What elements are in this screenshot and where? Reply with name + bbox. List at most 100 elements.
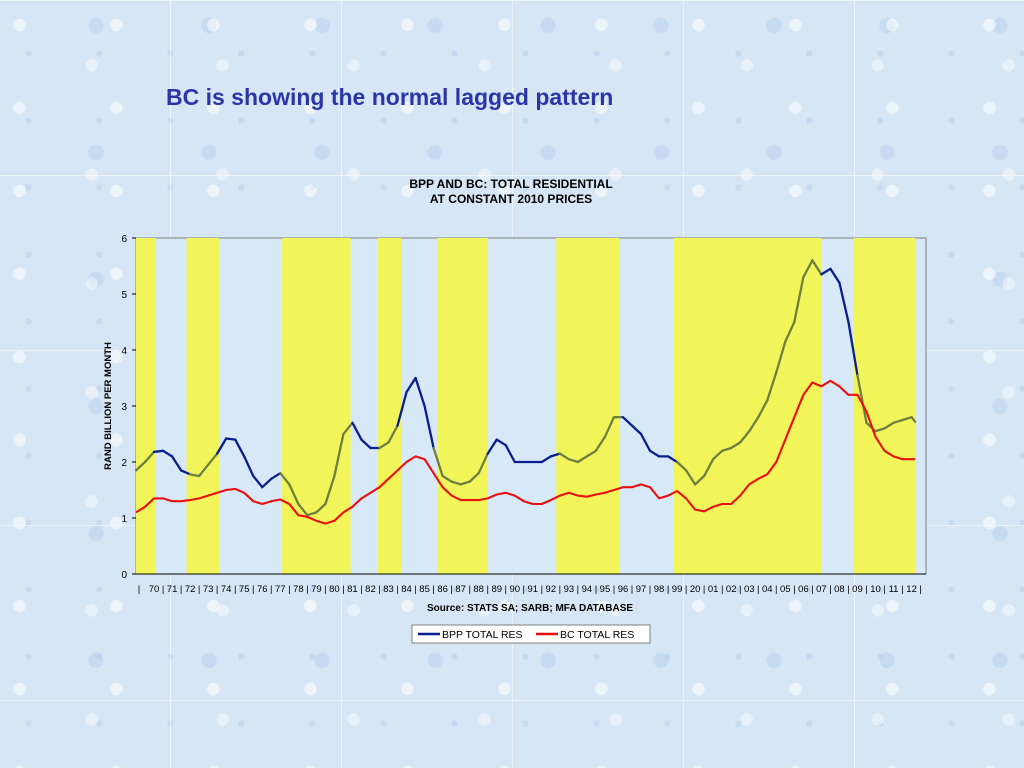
x-tick-label-3: 73 — [203, 584, 214, 595]
bpp-line-segment-65 — [721, 446, 733, 452]
x-tick-separator-18: | — [468, 584, 470, 595]
y-tick-label-2: 2 — [121, 458, 127, 469]
x-tick-label-21: 91 — [528, 584, 539, 595]
y-tick-label-1: 1 — [121, 514, 127, 525]
x-tick-label-32: 02 — [726, 584, 737, 595]
bpp-line-segment-41 — [504, 444, 516, 464]
legend-label-bpp: BPP TOTAL RES — [442, 629, 523, 641]
bpp-line-segment-30 — [405, 376, 417, 394]
x-tick-label-0: 70 — [149, 584, 160, 595]
x-tick-separator-23: | — [559, 584, 561, 595]
x-tick-label-4: 74 — [221, 584, 232, 595]
bpp-line-segment-35 — [450, 480, 462, 486]
legend: BPP TOTAL RES BC TOTAL RES — [411, 624, 651, 644]
bpp-line-segment-77 — [829, 267, 841, 284]
bpp-line-segment-22 — [333, 432, 345, 478]
x-tick-separator-36: | — [793, 584, 795, 595]
chart-subtitle: AT CONSTANT 2010 PRICES — [430, 192, 592, 206]
y-tick-label-5: 5 — [121, 290, 127, 301]
legend-box — [411, 624, 651, 644]
bpp-line-segment-86 — [910, 416, 917, 423]
bpp-line-segment-85 — [901, 416, 913, 422]
bpp-line-segment-62 — [693, 474, 706, 486]
bpp-line-segment-7 — [197, 463, 210, 478]
chart-title: BPP AND BC: TOTAL RESIDENTIAL — [409, 177, 612, 191]
x-tick-label-7: 77 — [275, 584, 286, 595]
shaded-period-1 — [186, 238, 219, 574]
bpp-line-segment-51 — [594, 435, 607, 452]
x-tick-separator-10: | — [324, 584, 326, 595]
x-tick-label-10: 80 — [329, 584, 340, 595]
bpp-line-segment-48 — [567, 458, 580, 464]
x-tick-label-12: 82 — [365, 584, 376, 595]
x-tick-separator-42: | — [901, 584, 903, 595]
x-tick-label-16: 86 — [437, 584, 448, 595]
bpp-line-segment-68 — [748, 416, 760, 433]
x-tick-separator-3: | — [198, 584, 200, 595]
shaded-period-6 — [673, 238, 822, 574]
bpp-line-segment-63 — [703, 458, 715, 478]
y-tick-label-0: 0 — [121, 570, 127, 581]
bpp-line-segment-1 — [143, 450, 156, 464]
bpp-line-segment-16 — [279, 472, 291, 486]
x-tick-label-26: 96 — [618, 584, 629, 595]
bpp-line-segment-52 — [603, 416, 616, 438]
y-axis-ticks: 0 1 2 3 4 5 6 — [121, 234, 136, 581]
x-tick-label-22: 92 — [546, 584, 557, 595]
x-tick-label-23: 93 — [564, 584, 575, 595]
x-tick-separator-4: | — [216, 584, 218, 595]
bpp-line-segment-37 — [468, 472, 480, 483]
x-tick-label-29: 99 — [672, 584, 683, 595]
y-tick-label-6: 6 — [121, 234, 127, 245]
bc-series-line — [135, 379, 916, 525]
shaded-period-3 — [377, 238, 402, 574]
bpp-line-segment-27 — [378, 441, 390, 450]
bpp-line-segment-12 — [243, 455, 255, 478]
x-tick-label-9: 79 — [311, 584, 322, 595]
x-tick-separator-34: | — [757, 584, 759, 595]
x-tick-separator-15: | — [414, 584, 416, 595]
bpp-line-segment-24 — [351, 421, 363, 441]
shaded-period-5 — [556, 238, 620, 574]
bpp-line-segment-2 — [152, 449, 165, 454]
bpp-line-segment-17 — [288, 483, 300, 506]
bpp-line-segment-76 — [820, 267, 832, 276]
x-tick-label-41: 11 — [889, 584, 899, 595]
bpp-line-segment-33 — [432, 446, 444, 478]
x-axis-ticks: | | | | | | | | | | | | | | | | | | | | | | | | | | | | | | | | | | | | | | | |… — [136, 573, 926, 595]
bpp-line-segment-82 — [874, 427, 886, 433]
x-tick-separator-20: | — [505, 584, 507, 595]
x-tick-separator-25: | — [595, 584, 597, 595]
bpp-line-segment-46 — [549, 452, 562, 458]
x-tick-separator-28: | — [649, 584, 651, 595]
x-tick-separator-22: | — [541, 584, 543, 595]
bpp-line-segment-71 — [775, 340, 787, 374]
x-tick-separator-7: | — [270, 584, 272, 595]
x-tick-separator-43: | — [919, 584, 921, 595]
bpp-line-segment-11 — [234, 438, 246, 458]
x-tick-separator-32: | — [721, 584, 723, 595]
x-tick-label-14: 84 — [401, 584, 412, 595]
bpp-line-segment-10 — [225, 437, 237, 441]
shaded-period-0 — [136, 238, 156, 574]
x-tick-label-28: 98 — [654, 584, 665, 595]
bpp-line-segment-8 — [206, 452, 219, 466]
bpp-line-segment-56 — [639, 432, 652, 452]
x-tick-label-40: 10 — [870, 584, 881, 595]
bpp-line-segment-69 — [757, 399, 769, 419]
x-tick-separator-19: | — [486, 584, 488, 595]
x-tick-separator-41: | — [883, 584, 885, 595]
x-tick-separator-5: | — [234, 584, 236, 595]
bpp-line-segment-79 — [847, 320, 859, 377]
x-tick-separator-14: | — [396, 584, 398, 595]
x-tick-label-30: 20 — [690, 584, 701, 595]
bpp-line-segment-31 — [414, 376, 426, 408]
x-tick-separator-9: | — [306, 584, 308, 595]
x-tick-label-25: 95 — [600, 584, 611, 595]
bpp-line-segment-18 — [297, 502, 309, 517]
x-tick-separator-1: | — [162, 584, 164, 595]
bpp-line-segment-59 — [666, 455, 679, 464]
bpp-line-segment-0 — [134, 460, 147, 472]
bpp-line-segment-40 — [495, 438, 507, 447]
